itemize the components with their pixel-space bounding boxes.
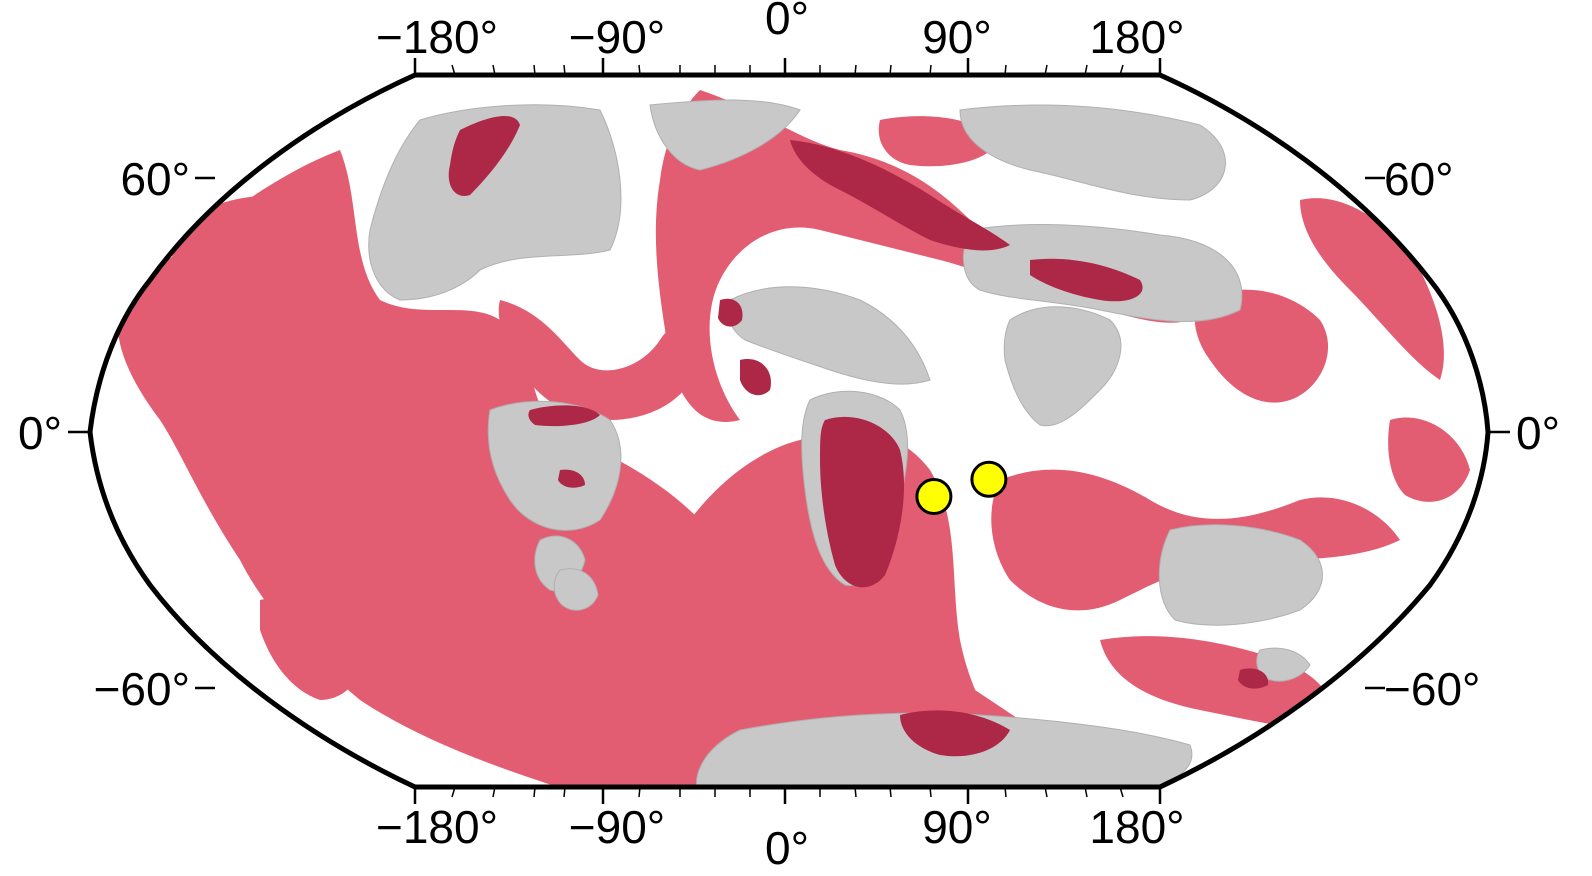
top-lon-label: −90° [569,11,665,63]
left-latitude-labels: 60° 0° −60° [18,153,190,715]
top-lon-label: 90° [922,11,992,63]
right-latitude-labels: 60° 0° −60° [1384,153,1560,715]
bottom-lon-label: 180° [1089,801,1184,853]
top-longitude-labels: −180° −90° 0° 90° 180° [376,0,1185,63]
bottom-longitude-labels: −180° −90° 0° 90° 180° [376,801,1185,874]
bottom-lon-label: −90° [569,801,665,853]
right-lat-label: 0° [1516,407,1560,459]
right-lat-label: 60° [1384,153,1454,205]
bottom-lon-label: 90° [922,801,992,853]
minor-ticks [451,64,1124,798]
left-lat-label: 60° [120,153,190,205]
left-lat-label: 0° [18,407,62,459]
top-lon-label: 0° [765,0,809,44]
top-lon-label: −180° [376,11,498,63]
overlay-dark-regions [448,115,1269,757]
markers-layer [915,460,1008,515]
bottom-lon-label: −180° [376,801,498,853]
left-lat-label: −60° [94,663,190,715]
bottom-lon-label: 0° [765,822,809,874]
site-marker-site-2 [915,478,953,515]
right-lat-label: −60° [1384,663,1480,715]
site-marker-site-1 [970,460,1008,498]
top-lon-label: 180° [1089,11,1184,63]
frame-ticks [68,58,1510,804]
